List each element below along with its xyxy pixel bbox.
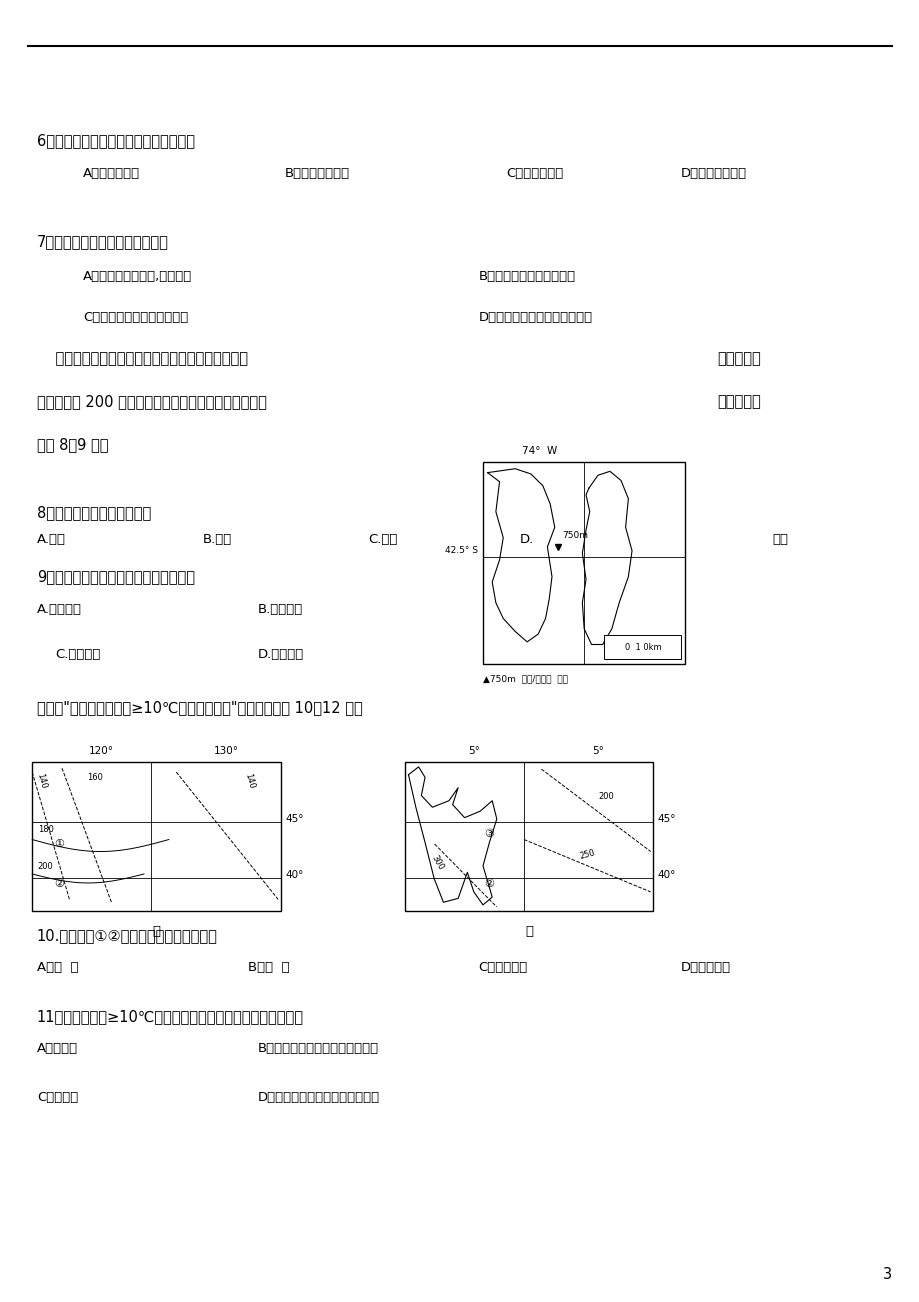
Text: 140: 140 xyxy=(243,772,255,790)
Text: A．地  形: A．地 形 xyxy=(37,961,78,974)
Text: C．饲料和市场: C．饲料和市场 xyxy=(505,167,562,180)
Text: 45°: 45° xyxy=(285,814,303,824)
Text: 140: 140 xyxy=(35,772,48,790)
Text: 40°: 40° xyxy=(657,871,675,880)
Text: 完成 8～9 题。: 完成 8～9 题。 xyxy=(37,437,108,453)
Text: 下图是"两地日平均气温≥10℃日数等值线图"。读图，完成 10～12 题。: 下图是"两地日平均气温≥10℃日数等值线图"。读图，完成 10～12 题。 xyxy=(37,700,362,716)
Text: 7．我国奶业标准低的主要原因是: 7．我国奶业标准低的主要原因是 xyxy=(37,234,168,250)
Text: 3: 3 xyxy=(882,1267,891,1281)
Text: 40°: 40° xyxy=(285,871,303,880)
Text: 42.5° S: 42.5° S xyxy=(445,546,478,555)
Text: B.气候变暖: B.气候变暖 xyxy=(257,603,302,616)
Text: ②: ② xyxy=(483,879,494,889)
Text: A．受饮食习惯影响,价格偏低: A．受饮食习惯影响,价格偏低 xyxy=(83,270,192,283)
Text: B．奶业发展技术水平较低: B．奶业发展技术水平较低 xyxy=(478,270,575,283)
Text: 8．土豆种植区主要位于该岛: 8．土豆种植区主要位于该岛 xyxy=(37,505,151,521)
Text: 5°: 5° xyxy=(592,746,604,756)
Text: 300: 300 xyxy=(429,853,445,871)
Text: B．冬半年受来自海洋的气流控制: B．冬半年受来自海洋的气流控制 xyxy=(257,1042,379,1055)
Text: C．运输效率低导致牛奶变质: C．运输效率低导致牛奶变质 xyxy=(83,311,187,324)
Text: D．需求量大，标准高影响需求: D．需求量大，标准高影响需求 xyxy=(478,311,592,324)
Text: C.西部: C.西部 xyxy=(368,533,397,546)
Text: 甲: 甲 xyxy=(153,924,160,937)
Text: 北部: 北部 xyxy=(772,533,788,546)
Text: B．饲料和劳动力: B．饲料和劳动力 xyxy=(285,167,350,180)
Text: ②: ② xyxy=(54,879,64,889)
Text: B.南部: B.南部 xyxy=(202,533,232,546)
Text: 200: 200 xyxy=(38,862,53,871)
Bar xyxy=(32,762,280,911)
Text: D.: D. xyxy=(519,533,533,546)
Text: A.东部: A.东部 xyxy=(37,533,66,546)
Text: 独特而传统: 独特而传统 xyxy=(717,352,761,367)
Text: 130°: 130° xyxy=(213,746,238,756)
Text: 45°: 45° xyxy=(657,814,675,824)
Bar xyxy=(404,762,652,911)
Text: ▲750m  山峰/海拔～  河流: ▲750m 山峰/海拔～ 河流 xyxy=(482,674,567,684)
Text: ③: ③ xyxy=(483,828,494,838)
Text: 250: 250 xyxy=(578,848,596,861)
Text: 0  1 0km: 0 1 0km xyxy=(624,643,661,651)
Text: 6．影响我国良种奶牛分布的主要因素是: 6．影响我国良种奶牛分布的主要因素是 xyxy=(37,133,195,148)
Text: 11．日平均气温≥10℃日数乙地大于甲地，其主要原因是乙地: 11．日平均气温≥10℃日数乙地大于甲地，其主要原因是乙地 xyxy=(37,1009,303,1025)
Text: 750m: 750m xyxy=(562,531,588,540)
Text: 土豆为喜光作物，右图所示南美洲某岛屿的居民以: 土豆为喜光作物，右图所示南美洲某岛屿的居民以 xyxy=(37,352,247,367)
Text: C．大气环流: C．大气环流 xyxy=(478,961,528,974)
Text: 120°: 120° xyxy=(89,746,114,756)
Bar xyxy=(482,462,685,664)
Text: 化遗产地。: 化遗产地。 xyxy=(717,395,761,410)
Text: 180: 180 xyxy=(38,825,53,835)
Text: 160: 160 xyxy=(86,772,103,781)
Text: B．洋  流: B．洋 流 xyxy=(248,961,289,974)
Text: 的方式种植 200 多种本地土豆，因而被列为世界农业文: 的方式种植 200 多种本地土豆，因而被列为世界农业文 xyxy=(37,395,267,410)
Text: 乙: 乙 xyxy=(525,924,532,937)
Text: 200: 200 xyxy=(598,792,614,801)
Text: 9．该岛农业生产面临的主要环境问题是: 9．该岛农业生产面临的主要环境问题是 xyxy=(37,569,195,585)
Text: D.水土流失: D.水土流失 xyxy=(257,648,303,661)
Text: ①: ① xyxy=(54,838,64,849)
Text: A.土地沙化: A.土地沙化 xyxy=(37,603,82,616)
Text: A．交通和市场: A．交通和市场 xyxy=(83,167,140,180)
Text: C．海拔低: C．海拔低 xyxy=(37,1091,78,1104)
Text: 10.导致图中①②两处等值线弯曲的因素是: 10.导致图中①②两处等值线弯曲的因素是 xyxy=(37,928,218,944)
Text: 5°: 5° xyxy=(468,746,480,756)
Bar xyxy=(604,635,681,659)
Text: D．纬度位置: D．纬度位置 xyxy=(680,961,730,974)
Text: 74°  W: 74° W xyxy=(521,447,557,457)
Text: C.酸雨危害: C.酸雨危害 xyxy=(55,648,100,661)
Text: A．纬度低: A．纬度低 xyxy=(37,1042,78,1055)
Text: D．夏半年受副热带高气压带控制: D．夏半年受副热带高气压带控制 xyxy=(257,1091,380,1104)
Text: D．劳动力和技术: D．劳动力和技术 xyxy=(680,167,746,180)
